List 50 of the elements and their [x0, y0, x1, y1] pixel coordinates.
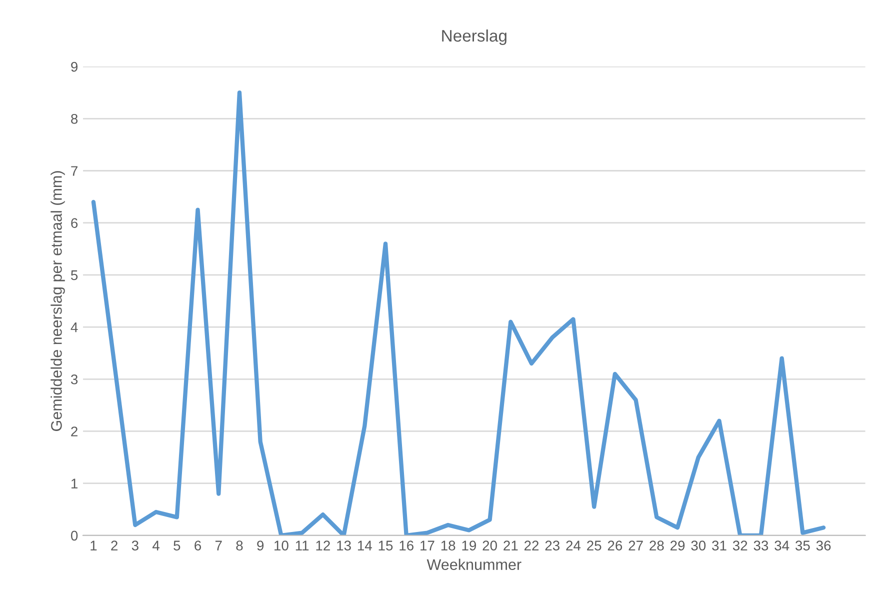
y-tick-label: 6 — [71, 218, 78, 228]
x-tick-label: 34 — [774, 540, 790, 550]
x-tick-label: 29 — [670, 540, 685, 550]
x-tick-label: 21 — [504, 540, 518, 550]
x-tick-label: 6 — [194, 540, 202, 550]
x-tick-label: 22 — [524, 540, 539, 550]
x-tick-label: 4 — [152, 540, 160, 550]
x-tick-label: 14 — [358, 540, 372, 550]
y-tick-label: 7 — [71, 166, 78, 176]
x-tick-label: 33 — [754, 540, 768, 550]
x-tick-label: 17 — [420, 540, 434, 550]
x-tick-label: 5 — [174, 540, 180, 550]
x-tick-label: 2 — [111, 540, 118, 550]
x-tick-label: 9 — [257, 540, 264, 550]
x-tick-label: 30 — [691, 540, 706, 550]
x-axis-title: Weeknummer — [426, 558, 522, 570]
x-tick-label: 23 — [545, 540, 560, 550]
x-tick-label: 7 — [215, 540, 222, 550]
x-tick-label: 11 — [296, 540, 309, 550]
chart-title: Neerslag — [442, 29, 506, 46]
x-tick-label: 13 — [337, 540, 351, 550]
x-tick-label: 12 — [316, 540, 330, 550]
x-tick-label: 8 — [236, 540, 243, 550]
x-tick-label: 10 — [274, 540, 288, 550]
x-tick-label: 1 — [90, 540, 97, 550]
x-tick-label: 15 — [378, 540, 393, 550]
y-tick-label: 8 — [71, 114, 78, 124]
x-tick-label: 18 — [441, 540, 456, 550]
y-tick-label: 0 — [70, 530, 78, 541]
x-tick-label: 36 — [816, 540, 831, 550]
x-tick-label: 19 — [462, 540, 476, 550]
x-tick-label: 27 — [628, 540, 643, 550]
x-tick-label: 25 — [587, 540, 602, 550]
line-series — [91, 90, 826, 536]
y-tick-label: 3 — [70, 374, 78, 384]
y-tick-label: 1 — [72, 478, 78, 488]
x-tick-label: 26 — [608, 540, 622, 550]
x-tick-label: 24 — [566, 540, 581, 550]
x-tick-label: 32 — [732, 540, 748, 550]
x-tick-label: 16 — [400, 540, 414, 550]
x-tick-label: 3 — [132, 540, 138, 550]
y-tick-label: 2 — [71, 426, 78, 436]
y-tick-label: 5 — [71, 270, 78, 280]
x-tick-label: 28 — [650, 540, 664, 550]
x-tick-label: 20 — [482, 540, 497, 550]
y-axis-title: Gemiddelde neerslag per etmaal (mm) — [50, 171, 65, 431]
y-tick-label: 9 — [71, 62, 78, 72]
x-tick-label: 31 — [712, 540, 726, 550]
x-tick-label: 35 — [795, 540, 810, 550]
y-tick-label: 4 — [70, 322, 78, 332]
